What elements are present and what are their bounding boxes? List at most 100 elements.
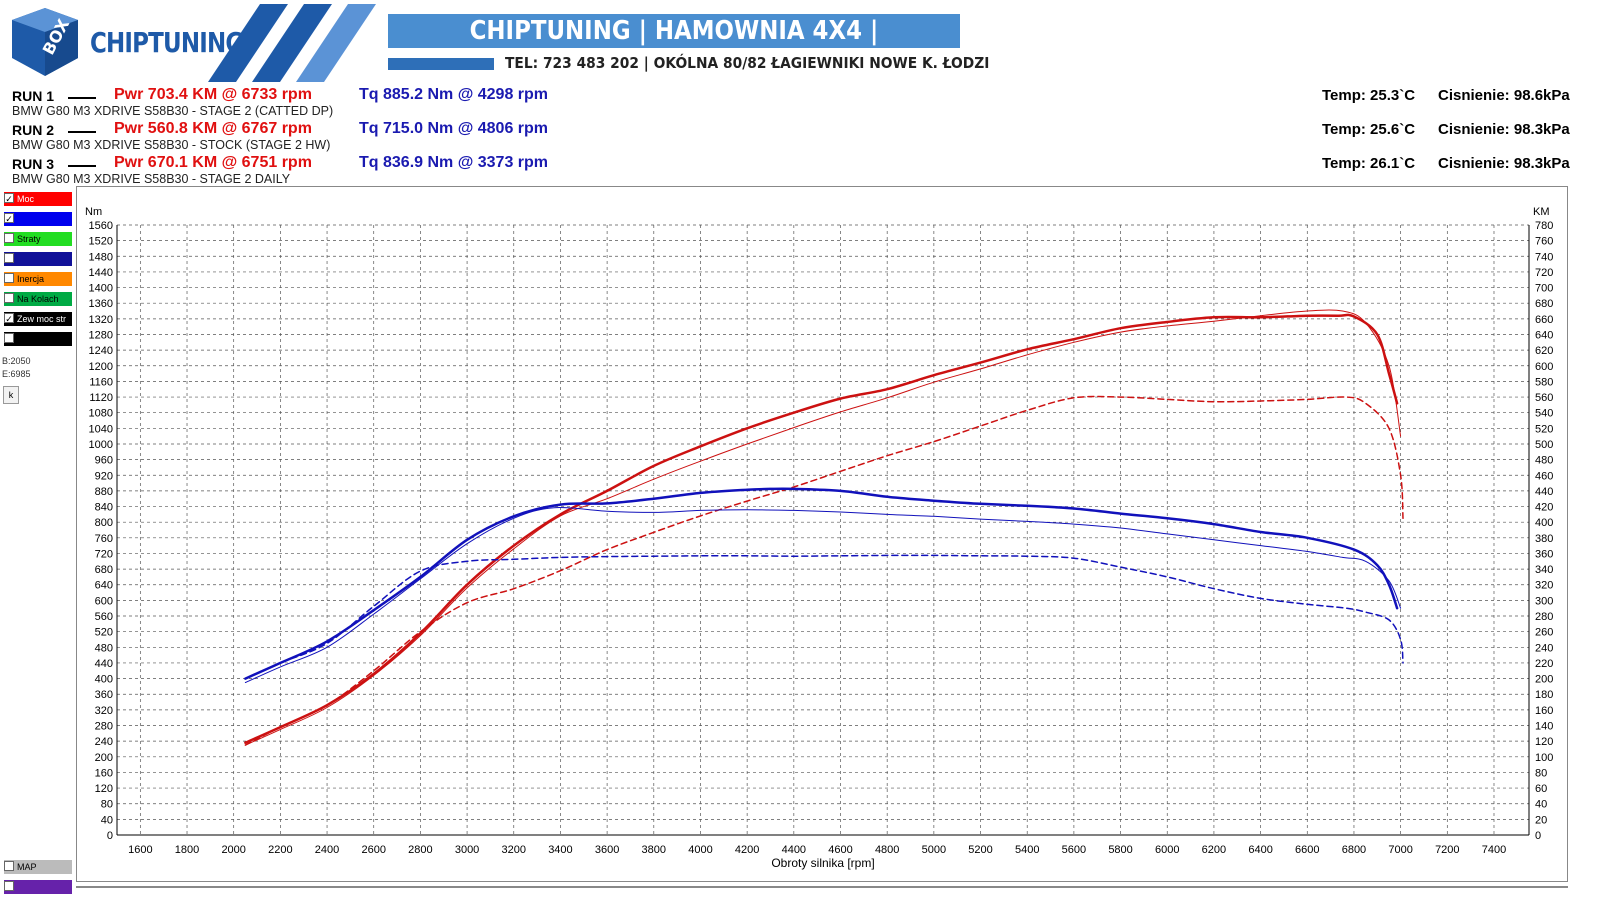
run-line-sample (68, 97, 96, 99)
y-right-tick-label: 100 (1535, 752, 1553, 764)
y-left-tick-label: 80 (101, 799, 113, 811)
x-tick-label: 4800 (875, 844, 899, 856)
x-tick-label: 2800 (408, 844, 432, 856)
y-left-tick-label: 1320 (89, 314, 113, 326)
y-left-tick-label: 1000 (89, 439, 113, 451)
x-tick-label: 2400 (315, 844, 339, 856)
run-power: Pwr 560.8 KM @ 6767 rpm (114, 120, 312, 137)
y-left-tick-label: 0 (107, 830, 113, 842)
y-left-tick-label: 400 (95, 674, 113, 686)
y-right-axis-label: KM (1533, 206, 1550, 218)
y-left-tick-label: 640 (95, 580, 113, 592)
x-tick-label: 4200 (735, 844, 759, 856)
checkbox[interactable] (4, 333, 14, 343)
y-left-tick-label: 120 (95, 783, 113, 795)
left-panel: ✓ Moc ✓ Moment Straty Inercja Na Kolach ✓ Z… (0, 188, 76, 900)
y-left-tick-label: 680 (95, 564, 113, 576)
x-tick-label: 6400 (1248, 844, 1272, 856)
y-right-tick-label: 760 (1535, 236, 1553, 248)
legend-toggle-moment[interactable]: ✓ Moment (4, 212, 72, 226)
y-right-tick-label: 280 (1535, 611, 1553, 623)
y-right-tick-label: 260 (1535, 627, 1553, 639)
header: BOX CHIPTUNING CHIPTUNING | HAMOWNIA 4X4… (0, 0, 1600, 85)
checkbox[interactable] (4, 293, 14, 303)
legend-toggle-map[interactable]: MAP (4, 860, 72, 874)
y-right-tick-label: 460 (1535, 470, 1553, 482)
y-left-tick-label: 520 (95, 627, 113, 639)
x-tick-label: 3200 (502, 844, 526, 856)
series-line-run-2-pwr (244, 395, 1404, 746)
legend-toggle-inercja[interactable]: Inercja (4, 272, 72, 286)
range-end: E:6985 (2, 369, 31, 379)
legend-toggle-zew-moc[interactable]: ✓ Zew moc str (4, 312, 72, 326)
legend-label: Na Kolach (17, 294, 59, 304)
checkbox[interactable] (4, 881, 14, 891)
checkbox[interactable] (4, 233, 14, 243)
run-power: Pwr 670.1 KM @ 6751 rpm (114, 154, 312, 171)
checkbox[interactable]: ✓ (4, 213, 14, 224)
x-axis-label: Obroty silnika [rpm] (771, 856, 874, 870)
dyno-chart-frame: 1600 1800 2000 2200 2400 2600 2800 3000 3200 3400… (76, 186, 1568, 882)
x-tick-label: 7200 (1435, 844, 1459, 856)
x-tick-label: 7400 (1482, 844, 1506, 856)
checkbox[interactable] (4, 861, 14, 871)
x-tick-label: 5600 (1062, 844, 1086, 856)
legend-toggle-8[interactable] (4, 332, 72, 346)
banner-text: CHIPTUNING | HAMOWNIA 4X4 | SERWIS OPF D… (469, 16, 879, 80)
legend-label: Zew moc str (17, 314, 67, 324)
y-left-tick-label: 1560 (89, 220, 113, 232)
legend-label: Moment (17, 214, 50, 224)
y-right-tick-label: 780 (1535, 220, 1553, 232)
y-right-tick-label: 660 (1535, 314, 1553, 326)
x-tick-label: 5000 (922, 844, 946, 856)
y-right-tick-label: 440 (1535, 486, 1553, 498)
legend-toggle-moc[interactable]: ✓ Moc (4, 192, 72, 206)
run-temperature: Temp: 25.3`C (1322, 87, 1416, 104)
series-line-run-1-tq (244, 487, 1399, 680)
y-right-tick-label: 560 (1535, 392, 1553, 404)
legend-toggle-4[interactable] (4, 252, 72, 266)
k-button[interactable]: k (3, 386, 19, 404)
run-pressure: Cisnienie: 98.3kPa (1438, 155, 1570, 172)
legend-toggle-na-kolach[interactable]: Na Kolach (4, 292, 72, 306)
y-right-tick-label: 620 (1535, 345, 1553, 357)
y-right-tick-label: 720 (1535, 267, 1553, 279)
x-tick-label: 6600 (1295, 844, 1319, 856)
y-right-tick-label: 700 (1535, 283, 1553, 295)
run-torque: Tq 885.2 Nm @ 4298 rpm (359, 86, 549, 103)
y-left-tick-label: 560 (95, 611, 113, 623)
y-left-tick-label: 160 (95, 767, 113, 779)
y-right-tick-label: 500 (1535, 439, 1553, 451)
y-left-tick-label: 1280 (89, 329, 113, 341)
checkbox[interactable] (4, 253, 14, 263)
y-left-tick-label: 760 (95, 533, 113, 545)
y-right-tick-label: 320 (1535, 580, 1553, 592)
checkbox[interactable]: ✓ (4, 313, 14, 324)
run-pressure: Cisnienie: 98.3kPa (1438, 121, 1570, 138)
y-left-axis-label: Nm (85, 206, 102, 218)
x-tick-label: 3000 (455, 844, 479, 856)
x-tick-label: 4000 (688, 844, 712, 856)
y-left-tick-label: 880 (95, 486, 113, 498)
y-left-tick-label: 720 (95, 548, 113, 560)
y-left-tick-label: 200 (95, 752, 113, 764)
y-left-tick-label: 1520 (89, 236, 113, 248)
run-power: Pwr 703.4 KM @ 6733 rpm (114, 86, 312, 103)
legend-toggle-purple[interactable] (4, 880, 72, 894)
y-left-tick-label: 320 (95, 705, 113, 717)
y-right-tick-label: 340 (1535, 564, 1553, 576)
x-tick-label: 4600 (828, 844, 852, 856)
checkbox[interactable] (4, 273, 14, 283)
y-right-tick-label: 480 (1535, 455, 1553, 467)
run-label: RUN 3 (12, 156, 55, 172)
legend-toggle-straty[interactable]: Straty (4, 232, 72, 246)
checkbox[interactable]: ✓ (4, 193, 14, 204)
y-left-tick-label: 1400 (89, 283, 113, 295)
y-right-tick-label: 40 (1535, 799, 1547, 811)
run-info-2: RUN 2 Pwr 560.8 KM @ 6767 rpm Tq 715.0 N… (12, 120, 1600, 156)
y-right-tick-label: 300 (1535, 595, 1553, 607)
series-line-run-3-pwr (244, 309, 1402, 746)
x-tick-label: 5200 (968, 844, 992, 856)
series-line-run-2-tq (244, 554, 1404, 680)
y-right-tick-label: 520 (1535, 423, 1553, 435)
